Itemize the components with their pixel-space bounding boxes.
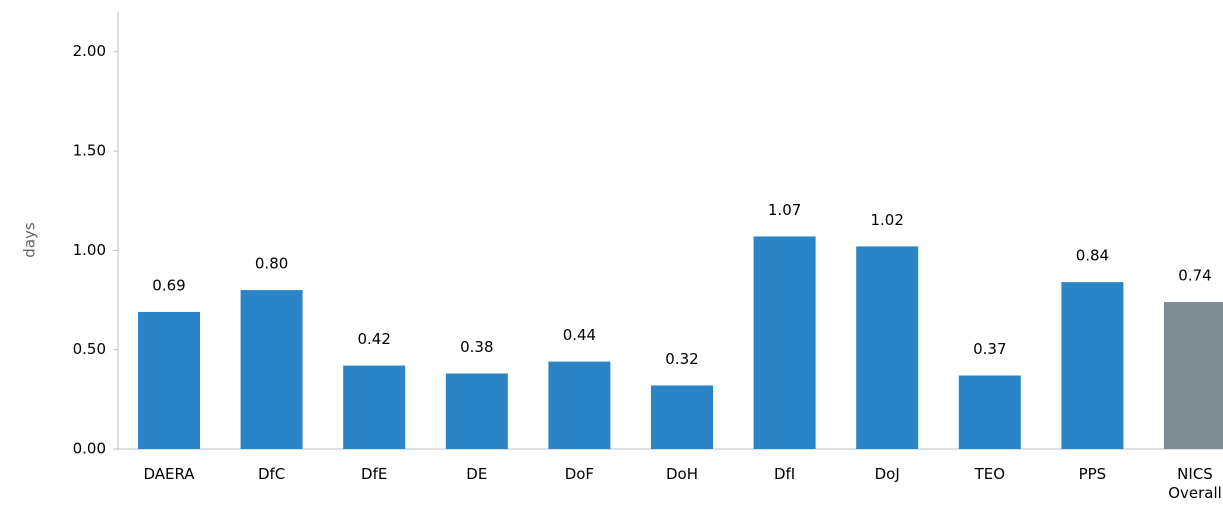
value-label: 0.37: [973, 340, 1006, 358]
x-tick-label: DfI: [773, 465, 796, 483]
bar: [445, 373, 508, 449]
y-tick-label: 1.00: [73, 241, 106, 259]
bar: [138, 311, 200, 449]
x-tick-label: DoH: [665, 465, 698, 483]
value-label: 0.74: [1178, 267, 1211, 285]
bar: [343, 365, 406, 449]
x-tick-label: DoF: [564, 465, 595, 483]
bar: [651, 385, 713, 449]
bar: [240, 290, 303, 449]
value-label: 0.44: [563, 326, 596, 344]
value-label: 0.38: [460, 338, 493, 356]
y-axis-label: days: [21, 222, 39, 258]
x-tick-label: DE: [466, 465, 488, 483]
value-label: 0.69: [152, 276, 185, 294]
value-label: 0.80: [255, 255, 288, 273]
bar: [856, 246, 919, 449]
x-tick-label: PPS: [1078, 465, 1107, 483]
value-label: 0.32: [665, 350, 698, 368]
y-tick-label: 0.50: [73, 340, 106, 358]
y-tick-label: 0.00: [73, 440, 106, 458]
x-tick-label: NICS Overall: [1168, 465, 1222, 502]
value-label: 1.07: [768, 201, 801, 219]
x-tick-label: DfE: [361, 465, 388, 483]
y-tick-label: 2.00: [73, 42, 106, 60]
bar: [958, 375, 1021, 449]
bar: [1061, 282, 1124, 449]
value-label: 0.42: [357, 330, 390, 348]
x-tick-label: TEO: [974, 465, 1006, 483]
bar: [753, 236, 816, 449]
x-tick-label: DoJ: [874, 465, 900, 483]
value-label: 0.84: [1076, 247, 1109, 265]
bar: [548, 361, 611, 449]
bar: [1164, 302, 1223, 449]
value-label: 1.02: [870, 211, 903, 229]
x-tick-label: DAERA: [143, 465, 195, 483]
x-tick-label: DfC: [257, 465, 286, 483]
y-tick-label: 1.50: [73, 142, 106, 160]
